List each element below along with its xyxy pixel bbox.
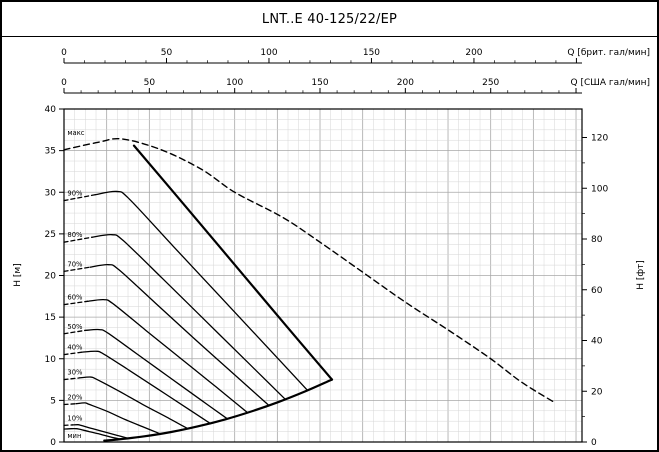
svg-text:0: 0 [61, 78, 67, 88]
curve-label: 30% [67, 369, 83, 377]
svg-text:40: 40 [591, 337, 603, 347]
curve-power-limit-line [132, 144, 334, 381]
axis-top-us: 0 50 100 150 200 250 Q [США гал/мин] [61, 78, 650, 94]
svg-text:80: 80 [591, 235, 603, 245]
curve-min-flow-parabola [103, 378, 334, 442]
curve-p70 [89, 263, 270, 407]
curves [63, 137, 555, 442]
curve-p30 [79, 376, 189, 430]
curve-min [63, 427, 121, 440]
svg-text:200: 200 [465, 48, 482, 58]
svg-text:0: 0 [591, 438, 597, 448]
grid [63, 108, 582, 443]
svg-text:5: 5 [50, 396, 56, 406]
svg-text:100: 100 [260, 48, 277, 58]
svg-text:250: 250 [482, 78, 499, 88]
axis-top-brit: 0 50 100 150 200 Q [брит. гал/мин] [61, 48, 650, 64]
axis-left: 0 5 10 15 20 25 30 35 40 H [м] [13, 105, 64, 448]
svg-text:150: 150 [363, 48, 380, 58]
axis-right: 0 20 40 60 80 100 120 H [фт] [582, 134, 646, 448]
curve-p10 [71, 424, 129, 439]
svg-text:Q [США гал/мин]: Q [США гал/мин] [571, 78, 650, 88]
svg-text:200: 200 [397, 78, 414, 88]
curve-p80 [63, 236, 93, 243]
curve-p50 [63, 329, 86, 335]
svg-text:150: 150 [311, 78, 328, 88]
svg-text:100: 100 [591, 184, 608, 194]
curve-p90 [63, 194, 96, 202]
curve-p40 [81, 350, 212, 425]
curve-label: 10% [67, 414, 83, 422]
svg-text:Q [брит. гал/мин]: Q [брит. гал/мин] [567, 48, 650, 58]
svg-text:H [м]: H [м] [13, 263, 23, 286]
curve-p20 [63, 403, 77, 406]
curve-label: 20% [67, 394, 83, 402]
svg-text:0: 0 [50, 438, 56, 448]
curve-p60 [86, 298, 249, 414]
svg-text:15: 15 [45, 313, 56, 323]
svg-text:25: 25 [45, 230, 56, 240]
svg-text:30: 30 [45, 188, 57, 198]
svg-text:35: 35 [45, 147, 56, 157]
curve-label: макс [67, 129, 84, 137]
curve-label: 50% [67, 323, 83, 331]
chart-title: LNT..E 40-125/22/EP [2, 2, 657, 37]
svg-text:120: 120 [591, 134, 608, 144]
curve-p30 [63, 377, 81, 381]
svg-text:60: 60 [591, 286, 603, 296]
curve-label: 80% [67, 231, 83, 239]
svg-text:H [фт]: H [фт] [636, 260, 646, 290]
curve-p80 [91, 233, 287, 401]
curve-p60 [63, 300, 89, 306]
svg-text:0: 0 [61, 48, 67, 58]
svg-text:100: 100 [226, 78, 243, 88]
curve-p90 [94, 190, 309, 392]
curve-max-dashed [63, 137, 555, 403]
curve-label: 90% [67, 190, 83, 198]
curve-p40 [63, 351, 84, 356]
curve-label: мин [67, 432, 81, 440]
svg-text:50: 50 [144, 78, 156, 88]
svg-text:50: 50 [161, 48, 173, 58]
svg-text:20: 20 [591, 387, 603, 397]
svg-text:10: 10 [45, 355, 57, 365]
curve-label: 60% [67, 294, 83, 302]
curve-label: 70% [67, 260, 83, 268]
curve-label: 40% [67, 344, 83, 352]
svg-text:20: 20 [45, 272, 57, 282]
curve-labels: макс 90% 80% 70% 60% 50% 40% 30% 20% 10% мин [67, 129, 84, 440]
curve-p70 [63, 266, 91, 272]
svg-text:40: 40 [45, 105, 57, 115]
curve-p50 [84, 328, 228, 420]
curve-p20 [75, 402, 161, 435]
